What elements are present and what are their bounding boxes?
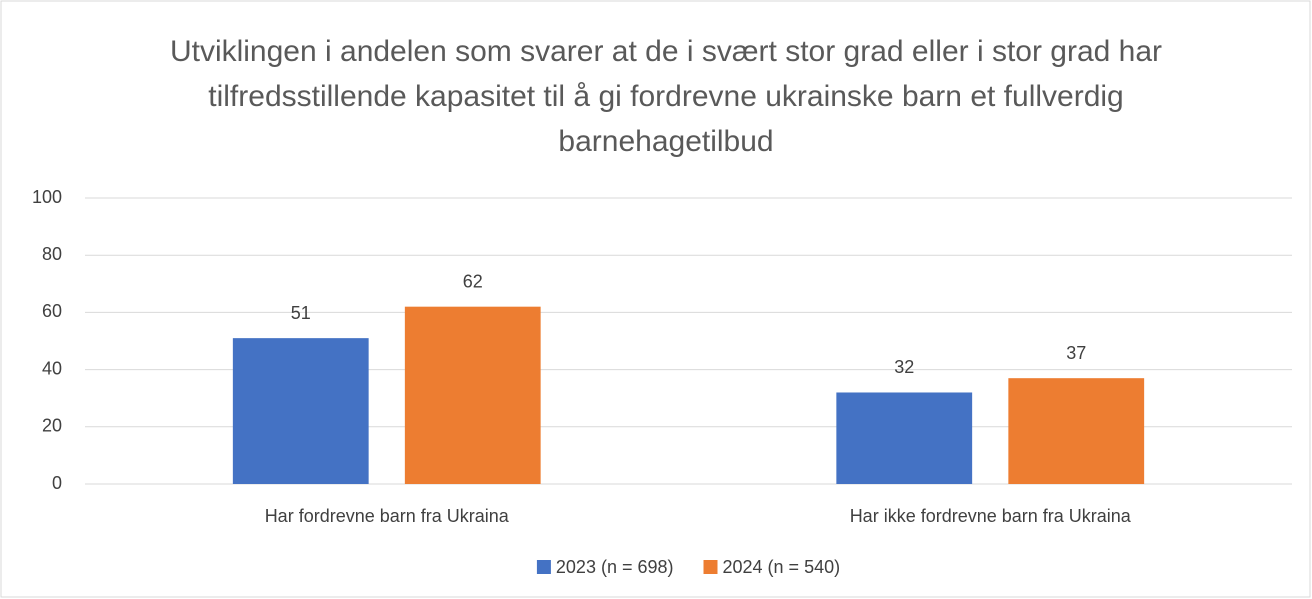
y-tick-label: 60 [42, 301, 62, 321]
y-tick-label: 100 [32, 187, 62, 207]
data-label: 32 [894, 357, 914, 377]
data-label: 62 [463, 271, 483, 291]
data-label: 51 [291, 303, 311, 323]
data-label: 37 [1066, 343, 1086, 363]
chart-title: Utviklingen i andelen som svarer at de i… [169, 35, 1163, 158]
legend-swatch [703, 560, 718, 574]
y-tick-label: 80 [42, 244, 62, 264]
y-tick-label: 0 [52, 473, 62, 493]
legend-label: 2023 (n = 698) [556, 557, 674, 577]
bar [404, 306, 541, 484]
legend-swatch [536, 560, 551, 574]
legend-label: 2024 (n = 540) [723, 557, 841, 577]
x-tick-label: Har ikke fordrevne barn fra Ukraina [850, 506, 1132, 526]
y-tick-label: 20 [42, 416, 62, 436]
bar [232, 338, 369, 484]
x-tick-label: Har fordrevne barn fra Ukraina [265, 506, 510, 526]
y-tick-label: 40 [42, 358, 62, 378]
bar [836, 392, 973, 484]
bar [1008, 378, 1145, 484]
